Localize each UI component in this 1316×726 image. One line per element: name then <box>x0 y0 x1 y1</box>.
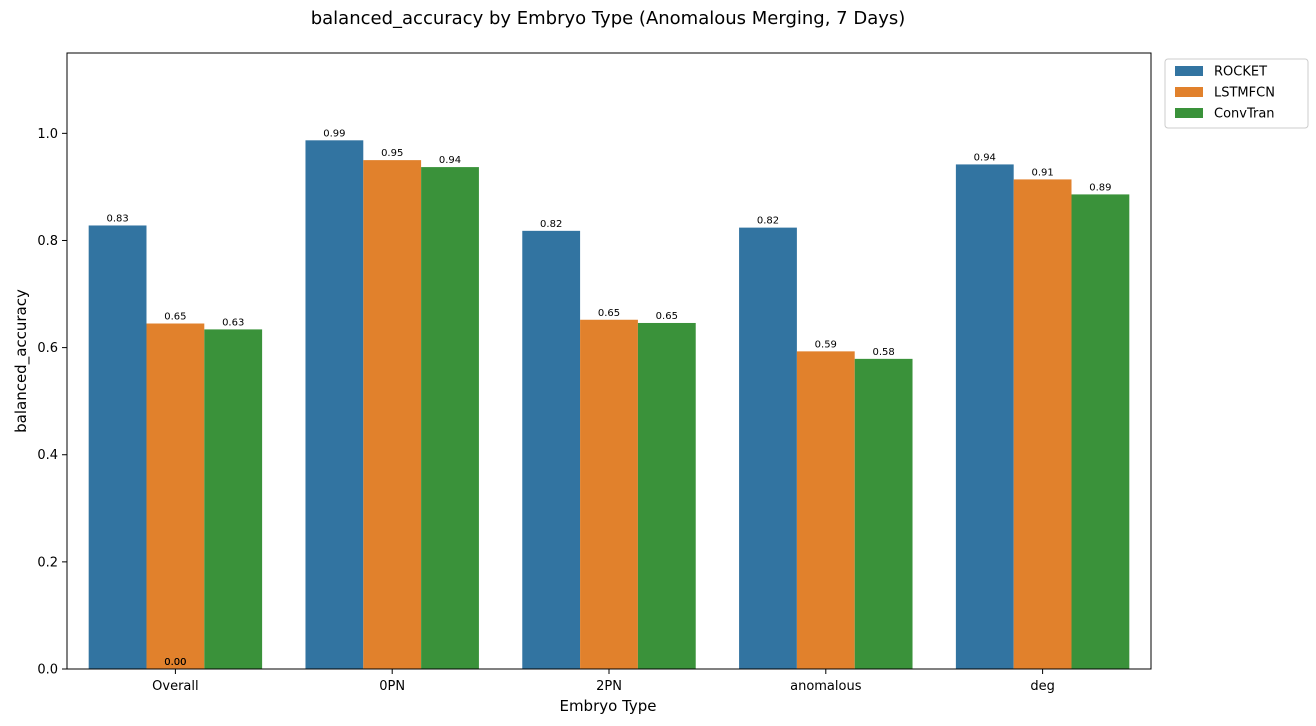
data-label: 0.94 <box>439 155 461 166</box>
x-tick-label: 0PN <box>379 679 405 694</box>
y-tick-label: 0.6 <box>37 341 58 356</box>
y-tick-label: 0.2 <box>37 555 58 570</box>
data-label: 0.59 <box>815 339 837 350</box>
bar <box>1071 194 1130 669</box>
bar <box>522 230 581 669</box>
bar <box>955 164 1014 670</box>
bar <box>580 319 638 669</box>
bar <box>637 322 696 669</box>
bar <box>1013 179 1072 669</box>
legend: ROCKET LSTMFCN ConvTran <box>1164 58 1309 129</box>
legend-label: LSTMFCN <box>1214 86 1275 101</box>
chart-title: balanced_accuracy by Embryo Type (Anomal… <box>311 8 906 29</box>
bar <box>146 323 205 669</box>
data-label: 0.94 <box>974 152 996 163</box>
bar <box>204 329 263 669</box>
data-label: 0.89 <box>1089 182 1111 193</box>
x-tick-label: deg <box>1030 679 1055 694</box>
bar <box>88 225 147 670</box>
data-label: 0.95 <box>381 148 403 159</box>
bar <box>363 160 422 669</box>
x-tick-label: anomalous <box>790 679 862 694</box>
data-label: 0.99 <box>323 128 345 139</box>
bar <box>854 358 913 669</box>
y-tick-label: 0.0 <box>37 663 58 678</box>
data-label: 0.63 <box>222 317 244 328</box>
bar <box>421 167 479 669</box>
data-label: 0.00 <box>164 657 186 668</box>
y-axis-label: balanced_accuracy <box>12 289 31 433</box>
data-label: 0.58 <box>872 347 894 358</box>
data-label: 0.83 <box>106 213 128 224</box>
bar <box>739 227 797 669</box>
x-axis-label: Embryo Type <box>559 697 656 715</box>
bar <box>796 351 855 669</box>
legend-swatch <box>1175 66 1203 76</box>
legend-swatch <box>1175 108 1203 118</box>
plot-area: 0.83 0.99 0.82 0.82 0.94 0.65 0.95 0.65 0.59 0.91… <box>37 52 1152 694</box>
data-label: 0.65 <box>656 311 678 322</box>
y-tick-label: 1.0 <box>37 127 58 142</box>
y-tick-label: 0.4 <box>37 448 58 463</box>
bar <box>305 140 364 669</box>
legend-label: ROCKET <box>1214 65 1267 80</box>
legend-label: ConvTran <box>1214 107 1275 122</box>
data-label: 0.65 <box>598 308 620 319</box>
y-tick-label: 0.8 <box>37 234 58 249</box>
legend-swatch <box>1175 87 1203 97</box>
data-label: 0.91 <box>1031 167 1053 178</box>
data-label: 0.65 <box>164 312 186 323</box>
data-label: 0.82 <box>757 216 779 227</box>
x-tick-label: Overall <box>152 679 198 694</box>
data-label: 0.82 <box>540 219 562 230</box>
data-label: 0.00 <box>164 657 186 668</box>
x-tick-label: 2PN <box>596 679 622 694</box>
